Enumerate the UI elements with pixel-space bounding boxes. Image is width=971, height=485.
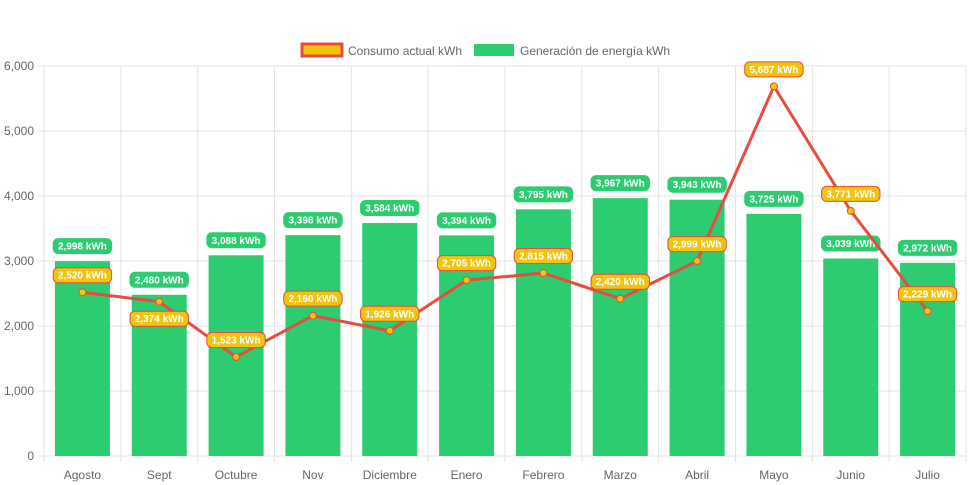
bar-data-label: 3,943 kWh xyxy=(667,176,727,193)
x-tick-label: Agosto xyxy=(64,468,102,482)
bar[interactable] xyxy=(439,235,495,456)
bar-data-label: 2,998 kWh xyxy=(52,238,113,255)
svg-text:2,999 kWh: 2,999 kWh xyxy=(673,240,722,251)
svg-text:3,039 kWh: 3,039 kWh xyxy=(826,239,875,250)
y-tick-label: 6,000 xyxy=(4,59,34,73)
svg-text:2,374 kWh: 2,374 kWh xyxy=(135,314,184,325)
bar-data-label: 3,795 kWh xyxy=(513,186,574,203)
svg-text:5,687 kWh: 5,687 kWh xyxy=(749,65,798,76)
legend-swatch-consumo[interactable] xyxy=(300,42,344,58)
svg-text:3,088 kWh: 3,088 kWh xyxy=(212,236,261,247)
svg-text:3,584 kWh: 3,584 kWh xyxy=(365,204,414,215)
line-point[interactable] xyxy=(693,257,702,266)
line-data-label: 3,771 kWh xyxy=(821,185,881,202)
bar-data-label: 3,039 kWh xyxy=(821,235,881,252)
line-point[interactable] xyxy=(155,297,164,306)
line-data-label: 2,160 kWh xyxy=(283,290,343,307)
line-data-label: 2,815 kWh xyxy=(513,248,574,265)
bar[interactable] xyxy=(362,223,418,456)
svg-text:2,480 kWh: 2,480 kWh xyxy=(135,275,184,286)
bar[interactable] xyxy=(746,213,802,456)
y-tick-label: 4,000 xyxy=(4,189,34,203)
svg-text:1,926 kWh: 1,926 kWh xyxy=(365,309,414,320)
svg-text:2,160 kWh: 2,160 kWh xyxy=(288,294,337,305)
line-point[interactable] xyxy=(846,206,855,215)
svg-text:2,229 kWh: 2,229 kWh xyxy=(903,290,952,301)
x-tick-label: Abril xyxy=(685,468,709,482)
line-data-label: 2,374 kWh xyxy=(129,310,189,327)
line-data-label: 2,705 kWh xyxy=(436,255,497,272)
line-point[interactable] xyxy=(769,82,778,91)
line-point[interactable] xyxy=(232,353,241,362)
bar-data-label: 3,725 kWh xyxy=(744,190,804,207)
x-tick-label: Nov xyxy=(302,468,323,482)
svg-text:2,520 kWh: 2,520 kWh xyxy=(58,271,107,282)
svg-text:2,705 kWh: 2,705 kWh xyxy=(442,259,491,270)
x-tick-label: Diciembre xyxy=(363,468,417,482)
bar-data-label: 2,972 kWh xyxy=(897,239,958,256)
legend-label-generacion[interactable]: Generación de energía kWh xyxy=(520,44,670,58)
bar-data-label: 3,398 kWh xyxy=(283,212,343,229)
x-tick-label: Octubre xyxy=(215,468,258,482)
line-point[interactable] xyxy=(308,311,317,320)
bar[interactable] xyxy=(592,198,648,456)
svg-text:2,998 kWh: 2,998 kWh xyxy=(58,242,107,253)
y-tick-label: 5,000 xyxy=(4,124,34,138)
x-tick-label: Enero xyxy=(451,468,483,482)
x-tick-label: Junio xyxy=(836,468,865,482)
line-point[interactable] xyxy=(616,294,625,303)
line-data-label: 5,687 kWh xyxy=(744,61,804,78)
x-tick-label: Sept xyxy=(147,468,172,482)
svg-text:1,523 kWh: 1,523 kWh xyxy=(212,336,261,347)
line-data-label: 2,999 kWh xyxy=(667,236,727,253)
bar-data-label: 2,480 kWh xyxy=(129,271,189,288)
bar-data-label: 3,967 kWh xyxy=(590,175,650,192)
line-point[interactable] xyxy=(78,288,87,297)
svg-text:3,771 kWh: 3,771 kWh xyxy=(826,189,875,200)
line-data-label: 2,520 kWh xyxy=(52,267,113,284)
bar[interactable] xyxy=(823,258,879,456)
x-tick-label: Julio xyxy=(915,468,940,482)
svg-text:3,795 kWh: 3,795 kWh xyxy=(519,190,568,201)
bar-data-label: 3,394 kWh xyxy=(436,212,497,229)
line-point[interactable] xyxy=(923,307,932,316)
bar-data-label: 3,088 kWh xyxy=(206,232,266,249)
line-data-label: 2,229 kWh xyxy=(897,286,958,303)
svg-text:3,725 kWh: 3,725 kWh xyxy=(749,194,798,205)
legend: Consumo actual kWh Generación de energía … xyxy=(300,42,670,58)
svg-text:3,398 kWh: 3,398 kWh xyxy=(288,216,337,227)
bar-data-label: 3,584 kWh xyxy=(360,200,420,217)
svg-text:2,420 kWh: 2,420 kWh xyxy=(596,277,645,288)
y-tick-label: 3,000 xyxy=(4,254,34,268)
line-point[interactable] xyxy=(385,326,394,335)
svg-text:3,394 kWh: 3,394 kWh xyxy=(442,216,491,227)
line-data-label: 1,523 kWh xyxy=(206,332,266,349)
svg-text:2,815 kWh: 2,815 kWh xyxy=(519,252,568,263)
line-data-label: 2,420 kWh xyxy=(590,273,650,290)
legend-label-consumo[interactable]: Consumo actual kWh xyxy=(348,44,462,58)
legend-swatch-generacion[interactable] xyxy=(474,44,514,56)
y-tick-label: 1,000 xyxy=(4,384,34,398)
line-point[interactable] xyxy=(539,269,548,278)
y-tick-label: 2,000 xyxy=(4,319,34,333)
line-point[interactable] xyxy=(462,276,471,285)
x-tick-label: Mayo xyxy=(759,468,789,482)
x-tick-label: Febrero xyxy=(522,468,564,482)
svg-text:3,943 kWh: 3,943 kWh xyxy=(673,180,722,191)
x-tick-label: Marzo xyxy=(604,468,638,482)
bar[interactable] xyxy=(515,209,571,456)
svg-text:3,967 kWh: 3,967 kWh xyxy=(596,179,645,190)
bar[interactable] xyxy=(285,235,341,456)
y-tick-label: 0 xyxy=(27,449,34,463)
svg-text:2,972 kWh: 2,972 kWh xyxy=(903,243,952,254)
line-data-label: 1,926 kWh xyxy=(360,305,420,322)
